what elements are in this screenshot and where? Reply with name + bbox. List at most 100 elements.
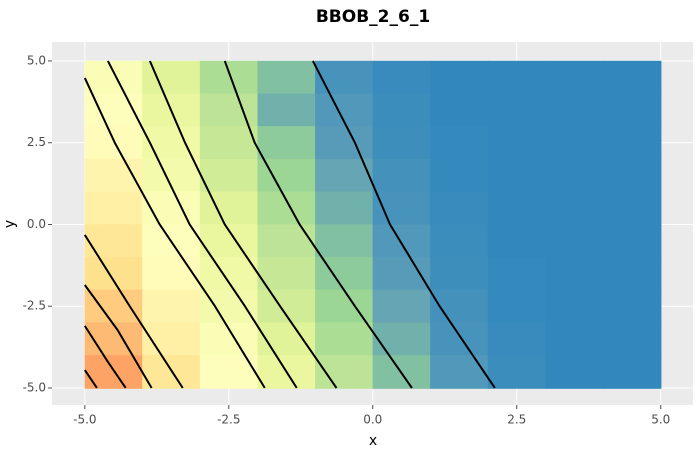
heatmap-cell <box>545 322 604 357</box>
heatmap-cell <box>84 257 144 291</box>
heatmap-cell <box>84 158 144 193</box>
chart-title: BBOB_2_6_1 <box>316 7 430 27</box>
heatmap-cell <box>315 93 374 128</box>
heatmap-cell <box>315 191 374 226</box>
heatmap-cell <box>199 60 259 95</box>
heatmap-cell <box>84 289 144 324</box>
heatmap-cell <box>199 158 259 193</box>
heatmap-cell <box>84 224 144 258</box>
heatmap-cell <box>315 322 374 357</box>
contour-line <box>106 60 298 389</box>
heatmap-cell <box>545 93 604 128</box>
heatmap-cell <box>603 191 662 226</box>
heatmap-cell <box>372 191 432 226</box>
heatmap-cell <box>545 355 604 389</box>
heatmap-cell <box>545 158 604 193</box>
heatmap-cell <box>430 224 489 258</box>
heatmap-cell <box>199 289 259 324</box>
heatmap-cell <box>142 289 201 324</box>
contour-line <box>83 234 184 389</box>
contour-line <box>83 369 98 389</box>
heatmap-cell <box>199 126 259 160</box>
heatmap-cell <box>315 257 374 291</box>
heatmap-cell <box>315 224 374 258</box>
heatmap-cell <box>372 60 432 95</box>
y-tick-label: 0.0 <box>27 217 46 231</box>
heatmap-cell <box>545 224 604 258</box>
heatmap-cell <box>603 93 662 128</box>
heatmap-cell <box>142 224 201 258</box>
heatmap-cell <box>257 60 316 95</box>
heatmap-cell <box>603 289 662 324</box>
y-tick-label: -2.5 <box>23 299 46 313</box>
x-tick-label: -5.0 <box>73 413 96 427</box>
contour-line <box>83 325 127 389</box>
heatmap-cell <box>372 126 432 160</box>
heatmap-cell <box>603 322 662 357</box>
heatmap-cell <box>603 126 662 160</box>
heatmap-cell <box>257 224 316 258</box>
heatmap-cell <box>487 224 547 258</box>
contour-line <box>83 77 266 389</box>
x-tick-label: 2.5 <box>507 413 526 427</box>
heatmap-cell <box>315 289 374 324</box>
heatmap-cell <box>430 191 489 226</box>
x-tick-label: 0.0 <box>363 413 382 427</box>
heatmap-cell <box>257 289 316 324</box>
heatmap-cell <box>257 191 316 226</box>
x-tick-label: 5.0 <box>651 413 670 427</box>
y-tick-label: 5.0 <box>27 53 46 67</box>
heatmap-cell <box>545 289 604 324</box>
heatmap-cell <box>430 257 489 291</box>
heatmap-cell <box>430 355 489 389</box>
heatmap-cell <box>199 257 259 291</box>
heatmap-cell <box>430 158 489 193</box>
heatmap-cell <box>603 158 662 193</box>
heatmap-cell <box>603 257 662 291</box>
heatmap-cell <box>372 93 432 128</box>
heatmap-cell <box>487 60 547 95</box>
heatmap-cell <box>315 60 374 95</box>
heatmap-cell <box>487 289 547 324</box>
heatmap-cell <box>603 224 662 258</box>
heatmap-cell <box>430 93 489 128</box>
heatmap-cell <box>430 322 489 357</box>
heatmap-cell <box>430 126 489 160</box>
heatmap-cell <box>545 257 604 291</box>
heatmap-cell <box>603 355 662 389</box>
heatmap-cell <box>315 355 374 389</box>
heatmap-cell <box>487 257 547 291</box>
heatmap-cell <box>487 191 547 226</box>
heatmap-cell <box>84 60 144 95</box>
heatmap-cell <box>257 93 316 128</box>
x-tick-label: -2.5 <box>217 413 240 427</box>
heatmap-cell <box>142 257 201 291</box>
heatmap-cell <box>199 93 259 128</box>
heatmap-cell <box>84 191 144 226</box>
y-axis-title: y <box>2 220 18 228</box>
contour-line <box>84 284 153 389</box>
heatmap-cell <box>487 355 547 389</box>
heatmap-cell <box>487 126 547 160</box>
heatmap-cell <box>372 322 432 357</box>
heatmap-cell <box>545 191 604 226</box>
heatmap-cell <box>372 257 432 291</box>
heatmap-cell <box>487 93 547 128</box>
heatmap-cell <box>257 158 316 193</box>
y-tick-label: -5.0 <box>23 380 46 394</box>
heatmap-cell <box>372 158 432 193</box>
heatmap-cell <box>199 355 259 389</box>
y-tick-label: 2.5 <box>27 135 46 149</box>
heatmap-cell <box>372 289 432 324</box>
heatmap-cell <box>257 126 316 160</box>
heatmap-cell <box>487 322 547 357</box>
contour-line <box>148 60 338 389</box>
heatmap-cell <box>199 191 259 226</box>
contour-line <box>223 60 413 389</box>
heatmap-cell <box>603 60 662 95</box>
heatmap-cell <box>315 126 374 160</box>
contour-line <box>312 60 496 389</box>
x-axis-title: x <box>369 433 377 449</box>
